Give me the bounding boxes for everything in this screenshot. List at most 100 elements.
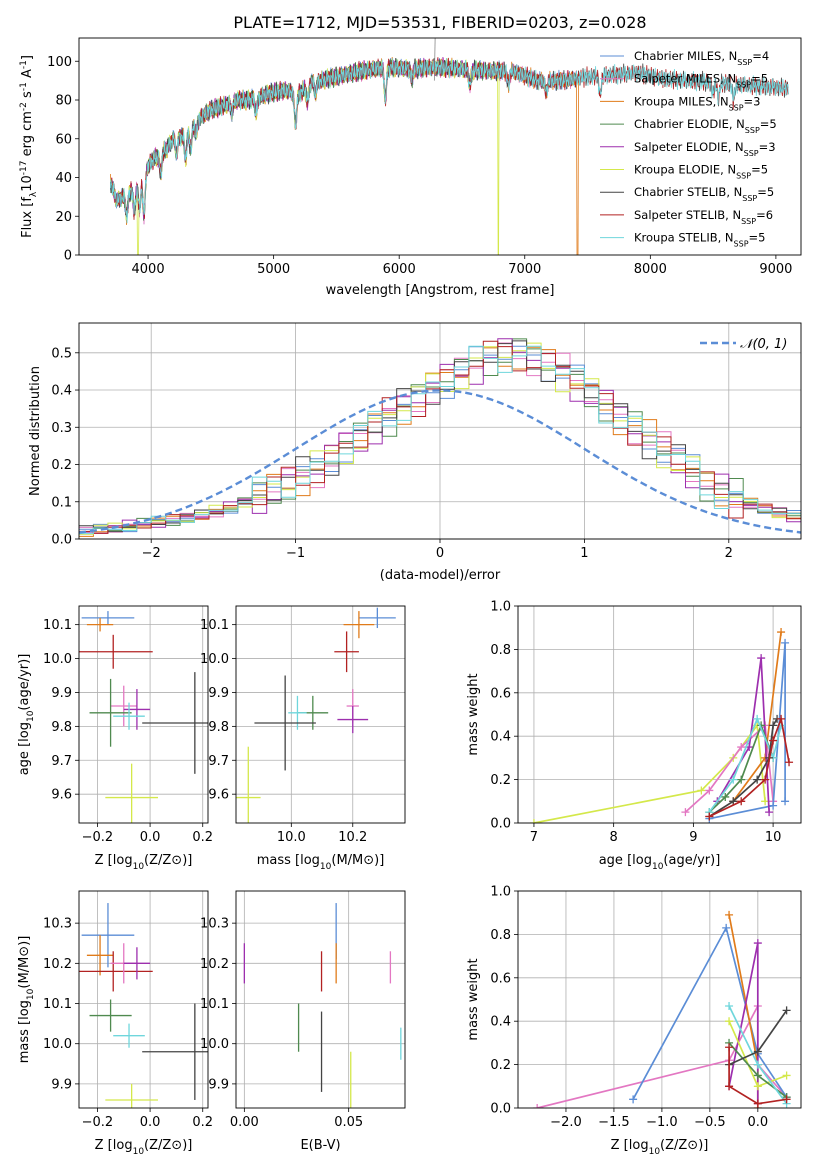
y-tick-label: 0.8 xyxy=(490,928,511,943)
axes-frame xyxy=(78,605,209,824)
age-vs-Z-axes: −0.2 0.0 0.2 9.6 9.7 9.8 9.9 10.0 10.1 xyxy=(43,606,213,845)
y-tick-label: 9.7 xyxy=(208,754,229,769)
figure-title: PLATE=1712, MJD=53531, FIBERID=0203, z=0… xyxy=(233,13,646,32)
weight-line xyxy=(708,715,790,818)
weight-line xyxy=(728,942,759,1104)
axes-frame xyxy=(78,37,802,256)
weight-marker xyxy=(737,797,746,806)
y-tick-label: 0.0 xyxy=(51,533,72,548)
weight-line xyxy=(533,723,766,823)
weight-marker xyxy=(529,819,538,823)
x-tick-label: 10.2 xyxy=(338,830,367,845)
x-tick-label: 0.0 xyxy=(140,1115,161,1130)
weight-vs-Z-lines xyxy=(533,910,791,1108)
x-tick-label: 9 xyxy=(689,830,697,845)
x-tick-label: 0.05 xyxy=(334,1115,363,1130)
y-tick-label: 10.3 xyxy=(43,917,72,932)
weight-line xyxy=(684,723,774,813)
y-tick-label: 10.2 xyxy=(43,957,72,972)
legend-entry: 𝒩(0, 1) xyxy=(740,337,787,352)
weight-marker xyxy=(725,1082,734,1091)
weight-marker xyxy=(785,758,794,767)
x-tick-label: −0.2 xyxy=(82,830,114,845)
y-tick-label: 10.0 xyxy=(200,652,229,667)
weight-marker xyxy=(777,714,786,723)
y-tick-label: 80 xyxy=(55,94,72,109)
weight-marker xyxy=(705,786,714,795)
x-tick-label: 8 xyxy=(610,830,618,845)
weight-marker xyxy=(753,939,762,948)
y-axis-label: Normed distribution xyxy=(28,366,43,496)
weight-marker xyxy=(765,808,774,817)
x-tick-label: 10.0 xyxy=(277,830,306,845)
y-axis-label: mass weight xyxy=(466,958,481,1040)
mass-vs-ebv-points xyxy=(243,903,402,1108)
weight-marker xyxy=(782,1071,791,1080)
x-tick-label: −0.2 xyxy=(82,1115,114,1130)
histogram-chabrier-stelib xyxy=(79,340,801,539)
x-tick-label: −0.5 xyxy=(694,1115,726,1130)
y-tick-label: 10.1 xyxy=(200,997,229,1012)
legend-entry: Salpeter MILES, NSSP=5 xyxy=(634,72,768,90)
weight-marker xyxy=(725,1002,734,1011)
x-tick-label: 0.2 xyxy=(192,830,213,845)
residuals-axes: −2 −1 0 1 2 0.0 0.1 0.2 0.3 0.4 0.5 xyxy=(51,323,801,561)
y-tick-label: 0.0 xyxy=(490,817,511,832)
legend-entry: Kroupa ELODIE, NSSP=5 xyxy=(634,163,768,181)
x-tick-label: −1.0 xyxy=(646,1115,678,1130)
spectrum-spike xyxy=(433,38,436,81)
x-tick-label: 8000 xyxy=(634,262,667,277)
y-tick-label: 9.9 xyxy=(208,1077,229,1092)
y-tick-label: 10.0 xyxy=(43,1037,72,1052)
x-tick-label: −2 xyxy=(142,546,161,561)
axes-frame xyxy=(517,605,802,824)
normal-curve xyxy=(79,389,801,534)
x-tick-label: 0.2 xyxy=(192,1115,213,1130)
y-axis-label: Flux [fλ10-17 erg cm-2 s-1 A-1] xyxy=(19,55,39,238)
y-tick-label: 9.6 xyxy=(208,788,229,803)
y-tick-label: 1.0 xyxy=(490,600,511,615)
y-tick-label: 10.1 xyxy=(43,997,72,1012)
y-tick-label: 9.7 xyxy=(51,754,72,769)
weight-marker xyxy=(757,654,766,663)
weight-marker xyxy=(782,1006,791,1015)
age-vs-Z-points xyxy=(79,611,208,823)
axes-frame xyxy=(235,890,406,1109)
x-tick-label: 1 xyxy=(580,546,588,561)
y-tick-label: 10.0 xyxy=(200,1037,229,1052)
y-tick-label: 1.0 xyxy=(490,885,511,900)
x-axis-label: age [log10(age/yr)] xyxy=(599,853,721,872)
y-tick-label: 0.8 xyxy=(490,643,511,658)
weight-marker xyxy=(753,775,762,784)
x-tick-label: 0 xyxy=(436,546,444,561)
x-axis-label: wavelength [Angstrom, rest frame] xyxy=(326,283,555,298)
y-tick-label: 40 xyxy=(55,171,72,186)
y-tick-label: 10.1 xyxy=(43,618,72,633)
y-axis-label: age [log10(age/yr)] xyxy=(17,654,36,776)
weight-marker xyxy=(697,786,706,795)
y-tick-label: 0.6 xyxy=(490,686,511,701)
y-tick-label: 10.3 xyxy=(200,917,229,932)
y-tick-label: 9.6 xyxy=(51,788,72,803)
x-tick-label: 10 xyxy=(765,830,782,845)
y-tick-label: 0.6 xyxy=(490,971,511,986)
x-axis-label: Z [log10(Z/Z⊙)] xyxy=(95,1138,193,1157)
y-tick-label: 0.1 xyxy=(51,495,72,510)
axes-frame xyxy=(78,890,209,1109)
y-tick-label: 9.8 xyxy=(51,720,72,735)
y-tick-label: 0.4 xyxy=(51,384,72,399)
legend-entry: Chabrier MILES, NSSP=4 xyxy=(634,49,769,67)
spectrum-lines xyxy=(110,38,789,255)
y-axis-label: mass [log10(M/M⊙)] xyxy=(17,936,36,1064)
y-tick-label: 9.8 xyxy=(208,720,229,735)
legend-entry: Salpeter ELODIE, NSSP=3 xyxy=(634,140,776,158)
mass-vs-ebv-axes: 0.00 0.05 9.9 10.0 10.1 10.2 10.3 xyxy=(200,891,405,1130)
y-tick-label: 9.9 xyxy=(51,686,72,701)
y-tick-label: 0.3 xyxy=(51,421,72,436)
age-vs-mass-axes: 10.0 10.2 9.6 9.7 9.8 9.9 10.0 10.1 xyxy=(200,606,405,845)
y-tick-label: 0.2 xyxy=(490,1058,511,1073)
x-tick-label: 4000 xyxy=(132,262,165,277)
y-tick-label: 20 xyxy=(55,210,72,225)
weight-marker xyxy=(753,714,762,723)
weight-marker xyxy=(721,792,730,801)
